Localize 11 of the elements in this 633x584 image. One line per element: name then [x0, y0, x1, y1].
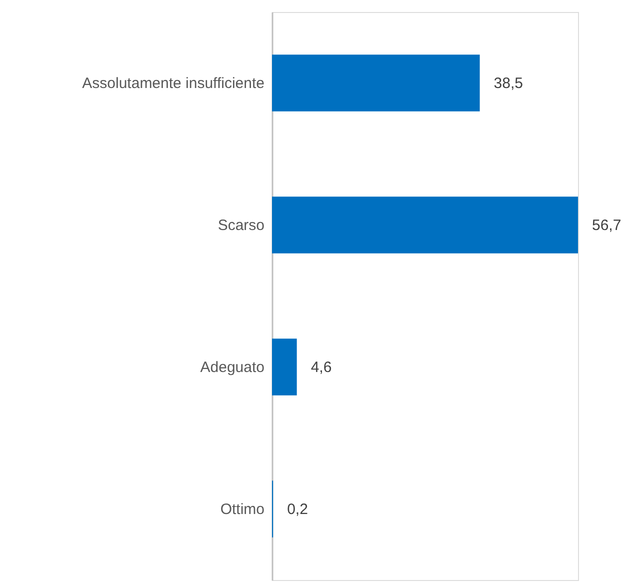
y-tick-label: Adeguato	[200, 359, 264, 376]
data-label: 4,6	[310, 359, 332, 376]
data-label: 56,7	[592, 217, 622, 234]
bar	[272, 338, 297, 396]
y-tick-label: Ottimo	[220, 501, 264, 518]
data-label: 0,2	[287, 501, 308, 518]
data-label: 38,5	[494, 75, 523, 92]
bar	[272, 54, 480, 112]
bar	[272, 196, 578, 254]
y-tick-label: Scarso	[218, 217, 264, 234]
y-tick-label: Assolutamente insufficiente	[82, 75, 264, 92]
